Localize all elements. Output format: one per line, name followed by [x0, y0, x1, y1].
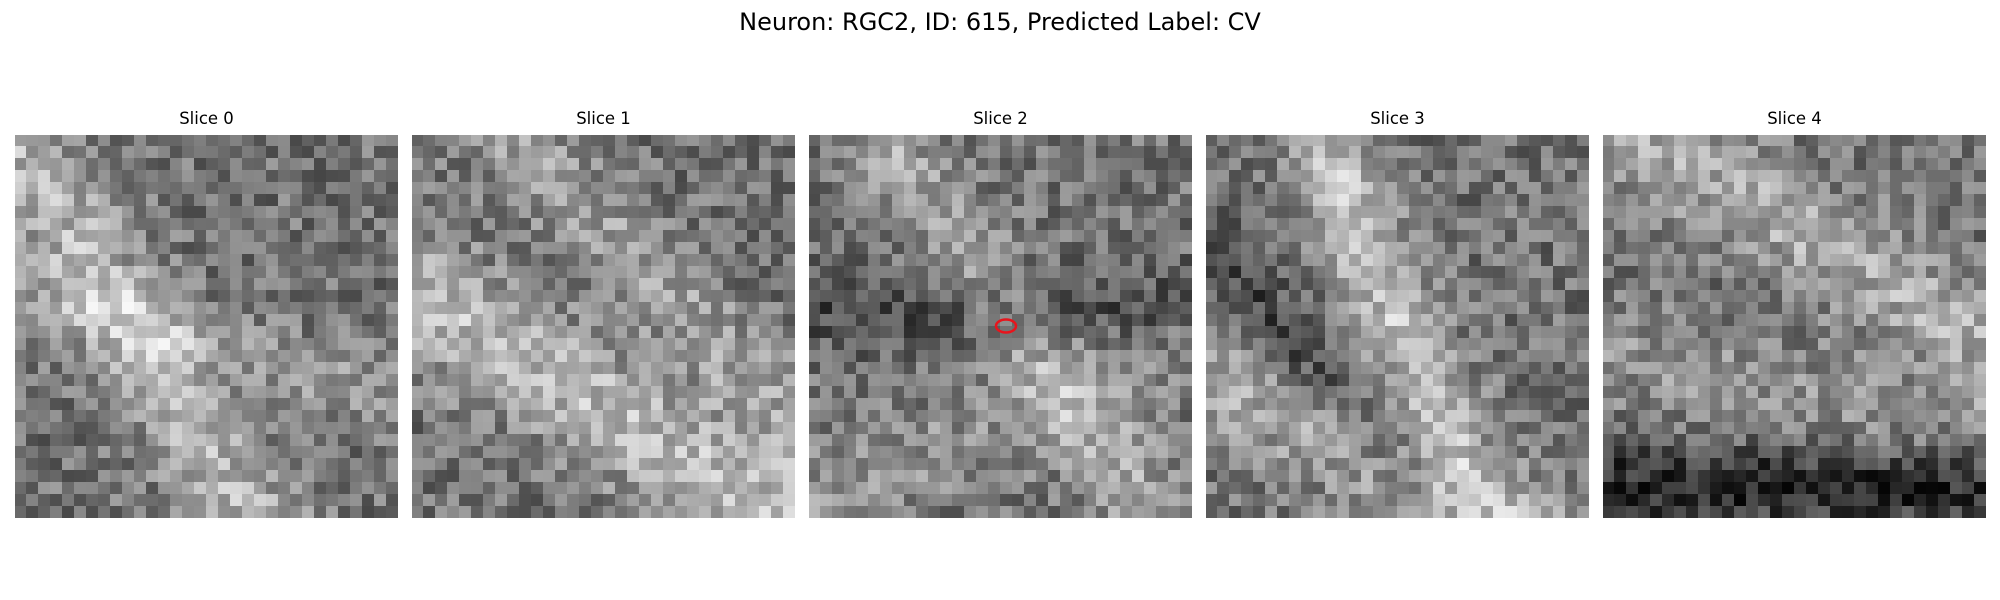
slice-title: Slice 0 [179, 109, 234, 128]
figure-title: Neuron: RGC2, ID: 615, Predicted Label: … [739, 8, 1261, 36]
slice-title: Slice 1 [576, 109, 631, 128]
roi-ellipse-icon [994, 318, 1018, 334]
slice-image [1206, 135, 1589, 518]
slice-image [15, 135, 398, 518]
slice-title: Slice 4 [1767, 109, 1822, 128]
slice-image [1603, 135, 1986, 518]
slice-image [809, 135, 1192, 518]
roi-marker [994, 318, 1018, 334]
slice-title: Slice 2 [973, 109, 1028, 128]
slice-image [412, 135, 795, 518]
slice-title: Slice 3 [1370, 109, 1425, 128]
